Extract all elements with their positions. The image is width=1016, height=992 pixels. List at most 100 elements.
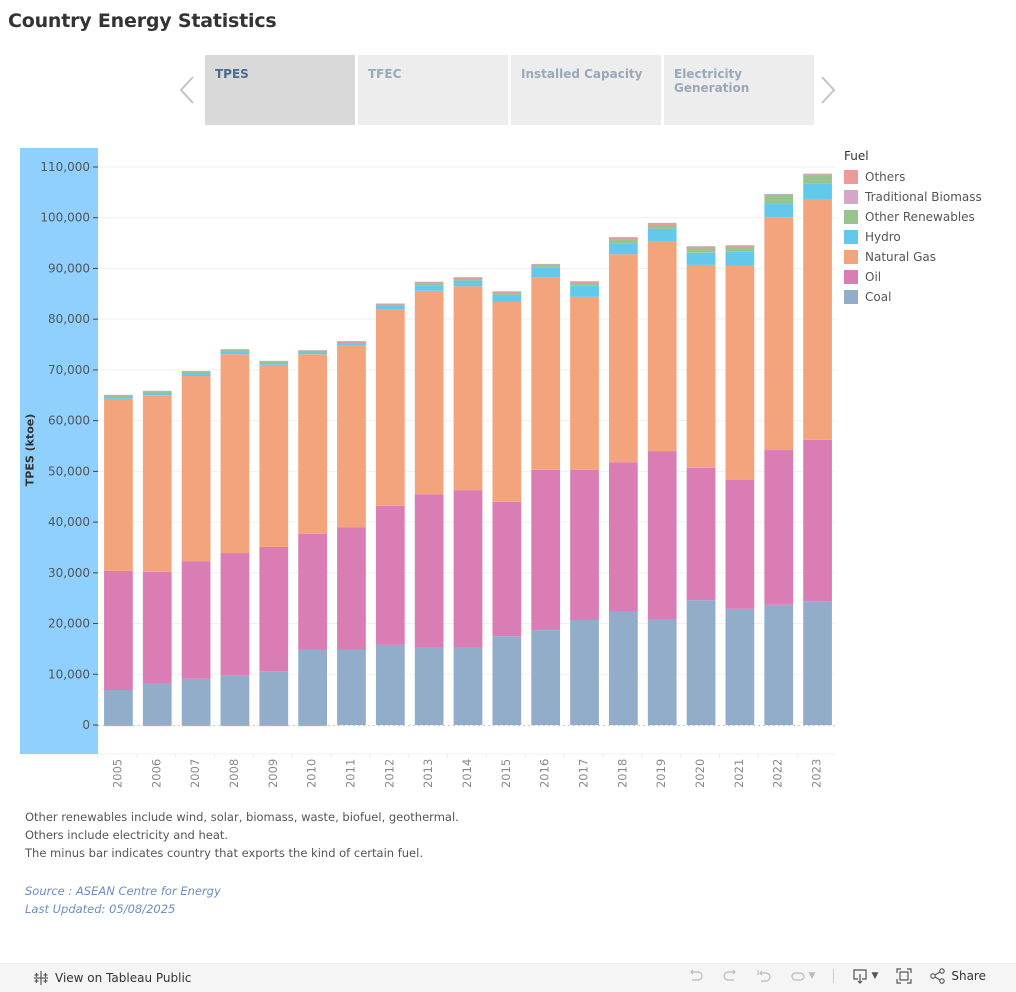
bar-segment-others-2023[interactable]	[803, 174, 832, 176]
bar-segment-oil-2022[interactable]	[764, 450, 794, 605]
bar-segment-others-2019[interactable]	[647, 223, 677, 226]
bar-segment-hydro-2011[interactable]	[337, 343, 366, 346]
bar-segment-hydro-2017[interactable]	[570, 285, 599, 297]
bar-segment-oil-2017[interactable]	[570, 469, 599, 620]
bar-segment-hydro-2009[interactable]	[259, 362, 289, 365]
bar-segment-natural-gas-2015[interactable]	[492, 301, 522, 502]
fullscreen-button[interactable]	[896, 968, 912, 984]
bar-segment-oil-2005[interactable]	[104, 570, 133, 690]
bar-segment-others-2021[interactable]	[725, 246, 755, 248]
next-tab-button[interactable]	[818, 72, 838, 108]
bar-segment-hydro-2015[interactable]	[492, 294, 522, 302]
bar-segment-oil-2013[interactable]	[414, 494, 444, 648]
bar-segment-coal-2019[interactable]	[647, 618, 677, 725]
bar-segment-oil-2015[interactable]	[492, 501, 522, 637]
bar-segment-oil-2009[interactable]	[259, 546, 289, 672]
bar-segment-coal-2021[interactable]	[725, 608, 755, 725]
bar-segment-hydro-2020[interactable]	[686, 252, 716, 265]
bar-segment-natural-gas-2005[interactable]	[104, 398, 133, 571]
bar-segment-coal-2015[interactable]	[492, 636, 522, 725]
bar-segment-natural-gas-2019[interactable]	[647, 241, 677, 452]
bar-segment-coal-2014[interactable]	[453, 647, 483, 725]
bar-segment-other-renewables-2008[interactable]	[220, 350, 250, 352]
legend-item-oil[interactable]: Oil	[844, 267, 982, 287]
bar-segment-coal-2016[interactable]	[531, 630, 561, 725]
bar-segment-natural-gas-2018[interactable]	[608, 254, 638, 463]
bar-segment-natural-gas-2017[interactable]	[570, 296, 599, 470]
bar-segment-other-renewables-2007[interactable]	[181, 371, 211, 374]
bar-segment-hydro-2023[interactable]	[803, 183, 832, 199]
bar-segment-other-renewables-2005[interactable]	[104, 395, 133, 397]
bar-segment-natural-gas-2020[interactable]	[686, 264, 716, 468]
bar-segment-others-2014[interactable]	[453, 278, 483, 280]
bar-segment-oil-2007[interactable]	[181, 561, 211, 679]
bar-segment-oil-2019[interactable]	[647, 451, 677, 619]
refresh-button[interactable]: ▼	[790, 968, 815, 984]
bar-segment-natural-gas-2008[interactable]	[220, 354, 250, 554]
download-button[interactable]: ▼	[852, 968, 878, 984]
bar-segment-natural-gas-2016[interactable]	[531, 277, 561, 470]
bar-segment-coal-2006[interactable]	[142, 683, 172, 725]
bar-segment-hydro-2007[interactable]	[181, 372, 211, 376]
tab-tfec[interactable]: TFEC	[358, 55, 508, 125]
bar-segment-natural-gas-2013[interactable]	[414, 290, 444, 495]
bar-segment-other-renewables-2015[interactable]	[492, 292, 522, 295]
bar-segment-coal-2009[interactable]	[259, 671, 289, 725]
bar-segment-coal-2007[interactable]	[181, 678, 211, 725]
tab-installed-capacity[interactable]: Installed Capacity	[511, 55, 661, 125]
bar-segment-hydro-2013[interactable]	[414, 285, 444, 291]
bar-segment-coal-2020[interactable]	[686, 600, 716, 725]
undo-button[interactable]	[688, 968, 704, 984]
bar-segment-others-2016[interactable]	[531, 264, 561, 267]
legend-item-other-renewables[interactable]: Other Renewables	[844, 207, 982, 227]
bar-segment-other-renewables-2013[interactable]	[414, 283, 444, 286]
legend-item-traditional-biomass[interactable]: Traditional Biomass	[844, 187, 982, 207]
bar-segment-oil-2016[interactable]	[531, 469, 561, 631]
bar-segment-other-renewables-2006[interactable]	[142, 391, 172, 393]
bar-segment-other-renewables-2017[interactable]	[570, 282, 599, 286]
bar-segment-others-2018[interactable]	[608, 238, 638, 240]
legend-item-coal[interactable]: Coal	[844, 287, 982, 307]
bar-segment-natural-gas-2011[interactable]	[337, 345, 366, 528]
tab-tpes[interactable]: TPES	[205, 55, 355, 125]
bar-segment-natural-gas-2009[interactable]	[259, 364, 289, 547]
bar-segment-coal-2005[interactable]	[104, 689, 133, 725]
bar-segment-other-renewables-2020[interactable]	[686, 247, 716, 253]
bar-segment-hydro-2012[interactable]	[375, 305, 405, 310]
legend-item-others[interactable]: Others	[844, 167, 982, 187]
bar-segment-other-renewables-2009[interactable]	[259, 361, 289, 363]
bar-segment-natural-gas-2006[interactable]	[142, 395, 172, 572]
bar-segment-coal-2023[interactable]	[803, 601, 832, 725]
bar-segment-hydro-2005[interactable]	[104, 396, 133, 399]
bar-segment-others-2007[interactable]	[181, 725, 211, 727]
bar-segment-others-2006[interactable]	[142, 725, 172, 727]
bar-segment-hydro-2022[interactable]	[764, 204, 794, 218]
bar-segment-oil-2018[interactable]	[608, 462, 638, 612]
bar-segment-hydro-2019[interactable]	[647, 228, 677, 242]
bar-segment-coal-2018[interactable]	[608, 611, 638, 725]
bar-segment-natural-gas-2007[interactable]	[181, 375, 211, 562]
bar-segment-natural-gas-2012[interactable]	[375, 309, 405, 506]
bar-segment-oil-2012[interactable]	[375, 505, 405, 645]
bar-segment-natural-gas-2023[interactable]	[803, 198, 832, 440]
bar-segment-others-2012[interactable]	[375, 304, 405, 306]
bar-segment-coal-2008[interactable]	[220, 675, 250, 725]
bar-segment-coal-2012[interactable]	[375, 644, 405, 725]
bar-segment-natural-gas-2014[interactable]	[453, 286, 483, 491]
bar-segment-others-2013[interactable]	[414, 282, 444, 284]
bar-segment-other-renewables-2023[interactable]	[803, 175, 832, 184]
bar-segment-hydro-2008[interactable]	[220, 351, 250, 355]
bar-segment-others-2011[interactable]	[337, 342, 366, 344]
bar-segment-other-renewables-2021[interactable]	[725, 246, 755, 252]
bar-segment-coal-2011[interactable]	[337, 649, 366, 725]
tab-electricity-generation[interactable]: Electricity Generation	[664, 55, 814, 125]
bar-segment-oil-2021[interactable]	[725, 479, 755, 609]
bar-segment-natural-gas-2010[interactable]	[298, 354, 328, 534]
redo-button[interactable]	[722, 968, 738, 984]
bar-segment-other-renewables-2016[interactable]	[531, 265, 561, 268]
bar-segment-hydro-2021[interactable]	[725, 251, 755, 266]
bar-segment-others-2005[interactable]	[104, 725, 133, 727]
bar-segment-oil-2010[interactable]	[298, 533, 328, 650]
bar-segment-others-2022[interactable]	[764, 194, 794, 197]
bar-segment-oil-2023[interactable]	[803, 439, 832, 602]
